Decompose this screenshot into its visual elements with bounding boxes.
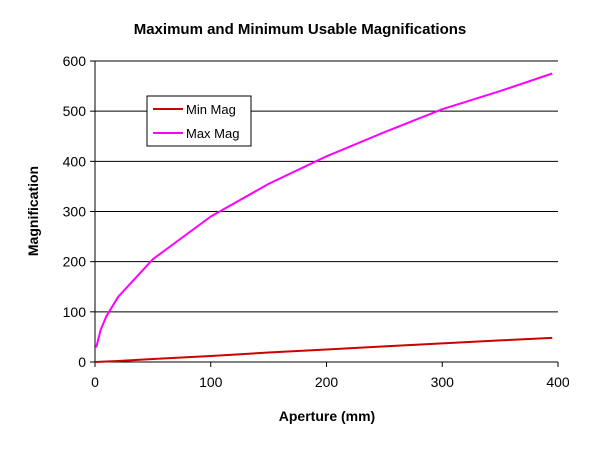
- legend: Min Mag Max Mag: [146, 95, 252, 147]
- y-tick-label: 200: [63, 254, 87, 270]
- x-tick-label: 400: [546, 374, 570, 390]
- y-tick-label: 500: [63, 103, 87, 119]
- y-axis-label: Magnification: [25, 166, 41, 256]
- x-tick-label: 200: [315, 374, 339, 390]
- x-tick-label: 100: [199, 374, 223, 390]
- x-ticks: 0 100 200 300 400: [91, 362, 570, 390]
- x-tick-label: 0: [91, 374, 99, 390]
- x-axis-label: Aperture (mm): [279, 408, 375, 424]
- plot-area: 0 100 200 300 400 0 100 200 300 400 500 600: [63, 53, 570, 390]
- chart-title: Maximum and Minimum Usable Magnification…: [134, 21, 467, 38]
- series-line-min-mag: [94, 336, 553, 363]
- y-tick-label: 300: [63, 204, 87, 220]
- legend-box: [146, 95, 252, 147]
- legend-label-min-mag: Min Mag: [186, 102, 236, 117]
- y-ticks: 0 100 200 300 400 500 600: [63, 53, 95, 370]
- gridlines: [95, 60, 558, 313]
- y-tick-label: 400: [63, 153, 87, 169]
- y-tick-label: 600: [63, 53, 87, 69]
- series-layer: [94, 72, 553, 363]
- x-tick-label: 300: [431, 374, 455, 390]
- series-line-max-mag: [95, 72, 553, 348]
- legend-label-max-mag: Max Mag: [186, 126, 239, 141]
- y-tick-label: 0: [78, 354, 86, 370]
- y-tick-label: 100: [63, 304, 87, 320]
